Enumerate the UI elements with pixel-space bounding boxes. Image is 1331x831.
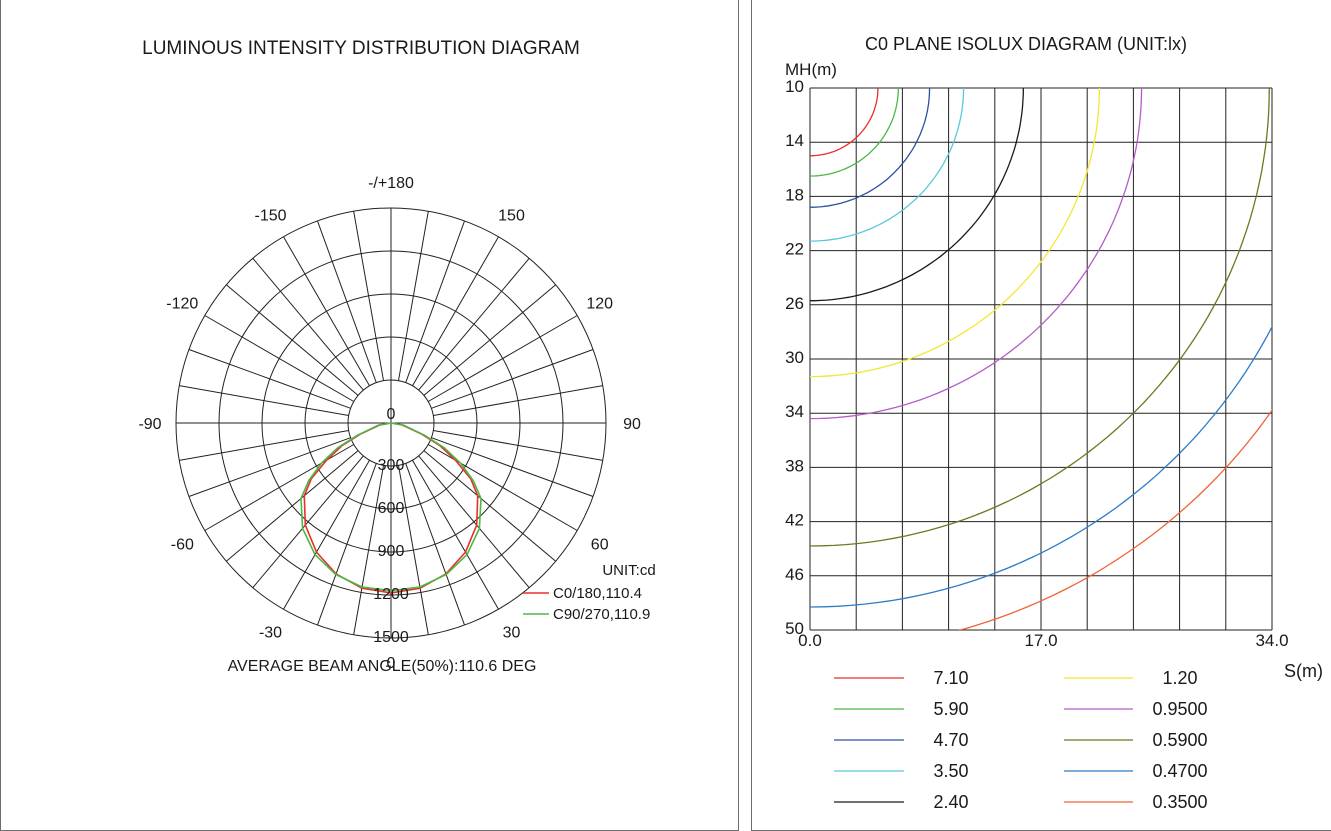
isolux-curve-3	[810, 88, 965, 242]
iso-y-tick: 42	[785, 511, 804, 530]
iso-x-tick: 17.0	[1024, 631, 1057, 650]
legend-label-c90: C90/270,110.9	[553, 606, 650, 623]
iso-y-tick: 30	[785, 348, 804, 367]
polar-angle-label: 0	[387, 655, 396, 672]
isolux-curve-9	[957, 409, 1272, 630]
polar-spoke-70	[431, 437, 594, 497]
polar-spoke-310	[225, 450, 359, 562]
polar-spoke-60	[427, 444, 578, 531]
polar-spoke-110	[431, 349, 594, 409]
polar-curve-0	[303, 422, 479, 594]
iso-y-tick: 26	[785, 294, 804, 313]
polar-spoke-250	[188, 349, 351, 409]
isolux-curve-0	[810, 88, 879, 157]
polar-angle-label: -30	[259, 625, 282, 642]
polar-spoke-50	[423, 450, 557, 562]
polar-title: LUMINOUS INTENSITY DISTRIBUTION DIAGRAM	[142, 38, 580, 59]
isolux-chart: C0 PLANE ISOLUX DIAGRAM (UNIT:lx) MH(m) …	[785, 34, 1323, 812]
polar-spoke-140	[418, 257, 530, 391]
polar-spoke-280	[179, 429, 349, 461]
isolux-curve-2	[810, 88, 931, 208]
isolux-curve-5	[810, 88, 1101, 378]
polar-radial-label: 600	[378, 500, 405, 517]
legend-label: 0.3500	[1152, 792, 1207, 812]
polar-angle-label: -/+180	[368, 175, 414, 192]
polar-spoke-130	[423, 284, 557, 396]
polar-radial-label: 0	[387, 406, 396, 423]
polar-spoke-30	[412, 459, 499, 610]
polar-angle-label: -120	[166, 296, 198, 313]
legend-label: 0.4700	[1152, 761, 1207, 781]
iso-y-tick: 46	[785, 565, 804, 584]
polar-curve-1	[300, 422, 482, 592]
polar-angle-label: 30	[503, 625, 521, 642]
polar-spoke-160	[405, 220, 465, 383]
iso-y-tick: 38	[785, 456, 804, 475]
legend-label: 0.9500	[1152, 699, 1207, 719]
polar-spoke-10	[397, 465, 429, 635]
polar-spoke-300	[204, 444, 355, 531]
polar-angle-label: -90	[138, 416, 161, 433]
y-axis-label: MH(m)	[785, 60, 837, 79]
polar-spoke-230	[225, 284, 359, 396]
isolux-curve-1	[810, 88, 899, 177]
polar-spoke-100	[433, 385, 603, 417]
polar-radial-label: 900	[378, 543, 405, 560]
x-axis-label: S(m)	[1284, 661, 1323, 681]
legend-label: 0.5900	[1152, 730, 1207, 750]
polar-spoke-210	[283, 236, 370, 387]
polar-spoke-150	[412, 236, 499, 387]
iso-y-tick: 22	[785, 240, 804, 259]
polar-angle-label: 60	[591, 537, 609, 554]
polar-radial-label: 300	[378, 457, 405, 474]
polar-spoke-220	[252, 257, 364, 391]
polar-spoke-20	[405, 463, 465, 626]
iso-x-tick: 0.0	[798, 631, 822, 650]
iso-y-tick: 18	[785, 185, 804, 204]
isolux-title: C0 PLANE ISOLUX DIAGRAM (UNIT:lx)	[865, 34, 1187, 54]
polar-spoke-120	[427, 315, 578, 402]
polar-spoke-350	[353, 465, 385, 635]
iso-x-tick: 34.0	[1255, 631, 1288, 650]
polar-spoke-200	[317, 220, 377, 383]
unit-label: UNIT:cd	[602, 562, 655, 579]
isolux-panel: C0 PLANE ISOLUX DIAGRAM (UNIT:lx) MH(m) …	[751, 0, 1331, 831]
isolux-curve-7	[810, 88, 1270, 547]
polar-chart: LUMINOUS INTENSITY DISTRIBUTION DIAGRAM …	[138, 38, 655, 675]
polar-radial-label: 1200	[373, 586, 409, 603]
isolux-curve-6	[810, 88, 1143, 420]
polar-spoke-170	[397, 211, 429, 381]
beam-angle-footer: AVERAGE BEAM ANGLE(50%):110.6 DEG	[228, 658, 537, 675]
iso-y-tick: 10	[785, 77, 804, 96]
polar-angle-label: 150	[498, 207, 525, 224]
polar-angle-label: -60	[171, 537, 194, 554]
polar-spoke-330	[283, 459, 370, 610]
polar-angle-label: 90	[623, 416, 641, 433]
polar-spoke-240	[204, 315, 355, 402]
polar-spoke-340	[317, 463, 377, 626]
isolux-curve-4	[810, 88, 1024, 302]
polar-spoke-190	[353, 211, 385, 381]
legend-label: 1.20	[1162, 668, 1197, 688]
iso-y-tick: 34	[785, 402, 804, 421]
legend-label: 7.10	[933, 668, 968, 688]
isolux-curve-8	[810, 325, 1272, 608]
polar-spoke-80	[433, 429, 603, 461]
intensity-panel: LUMINOUS INTENSITY DISTRIBUTION DIAGRAM …	[0, 0, 739, 831]
polar-angle-label: 120	[586, 296, 613, 313]
legend-label: 5.90	[933, 699, 968, 719]
iso-y-tick: 14	[785, 131, 804, 150]
polar-spoke-290	[188, 437, 351, 497]
legend-label: 2.40	[933, 792, 968, 812]
polar-spoke-260	[179, 385, 349, 417]
polar-radial-label: 1500	[373, 629, 409, 646]
legend-label: 4.70	[933, 730, 968, 750]
polar-angle-label: -150	[254, 207, 286, 224]
polar-spoke-320	[252, 455, 364, 589]
iso-y-tick: 50	[785, 619, 804, 638]
legend-label-c0: C0/180,110.4	[553, 585, 642, 602]
legend-label: 3.50	[933, 761, 968, 781]
polar-spoke-40	[418, 455, 530, 589]
